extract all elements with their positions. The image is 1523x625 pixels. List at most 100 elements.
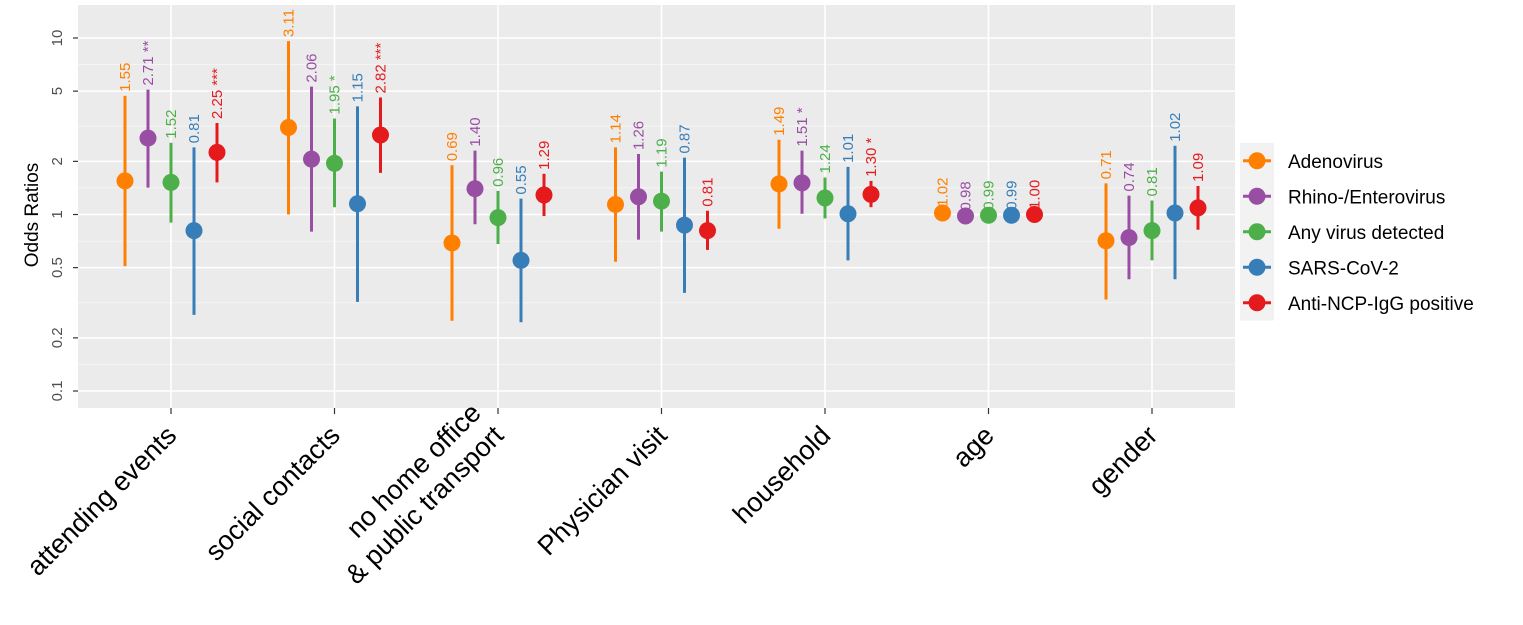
legend-key-point xyxy=(1248,223,1266,241)
y-tick-label: 0.5 xyxy=(49,257,66,278)
odds-ratio-point xyxy=(512,251,530,269)
value-label: 1.52 xyxy=(163,110,180,139)
value-label: 1.51 * xyxy=(794,107,811,146)
odds-ratio-point xyxy=(372,126,389,144)
odds-ratio-point xyxy=(699,222,716,240)
value-label: 1.95 * xyxy=(327,75,344,114)
legend-key-point xyxy=(1248,294,1266,312)
odds-ratio-point xyxy=(1026,206,1043,223)
value-label: 1.02 xyxy=(935,178,952,207)
y-tick-label: 5 xyxy=(49,87,66,95)
legend-key-point xyxy=(1248,187,1266,205)
value-label: 0.96 xyxy=(490,158,507,187)
odds-ratio-point xyxy=(162,173,180,191)
odds-ratio-point xyxy=(653,192,670,210)
x-tick-label: age xyxy=(947,420,1000,473)
odds-ratio-point xyxy=(607,195,624,213)
odds-ratio-point xyxy=(535,186,553,204)
value-label: 1.15 xyxy=(350,73,367,102)
value-label: 1.00 xyxy=(1027,180,1044,209)
value-label: 1.29 xyxy=(536,141,553,170)
x-tick-label-line: gender xyxy=(1083,420,1164,501)
odds-ratio-point xyxy=(793,174,811,192)
x-tick-label: no home office& public transport xyxy=(317,397,510,590)
y-tick-label: 10 xyxy=(49,30,66,47)
odds-ratio-point xyxy=(1189,199,1207,217)
legend-label: SARS-CoV-2 xyxy=(1288,258,1399,279)
legend-label: Any virus detected xyxy=(1288,223,1444,244)
x-tick-label: attending events xyxy=(21,420,182,581)
odds-ratio-point xyxy=(116,172,134,190)
odds-ratio-point xyxy=(862,185,880,203)
odds-ratio-point xyxy=(1097,232,1115,250)
value-label: 1.14 xyxy=(608,114,625,143)
value-label: 0.99 xyxy=(1004,181,1021,210)
odds-ratio-point xyxy=(443,234,461,252)
odds-ratio-point xyxy=(1120,229,1138,247)
x-tick-label: social contacts xyxy=(199,420,345,566)
value-label: 0.98 xyxy=(958,181,975,210)
value-label: 0.99 xyxy=(981,181,998,210)
odds-ratio-point xyxy=(839,205,857,223)
x-tick-label: household xyxy=(727,420,836,529)
value-label: 0.74 xyxy=(1121,162,1138,191)
odds-ratio-point xyxy=(1166,204,1184,222)
odds-ratio-point xyxy=(208,143,226,161)
value-label: 1.55 xyxy=(117,63,134,92)
value-label: 3.11 xyxy=(281,9,298,37)
legend-key-point xyxy=(1248,152,1266,170)
value-label: 1.01 xyxy=(840,134,857,163)
y-axis-label: Odds Ratios xyxy=(22,163,43,268)
odds-ratio-point xyxy=(934,204,951,222)
odds-ratio-point xyxy=(280,119,297,137)
odds-ratio-point xyxy=(349,195,366,213)
value-label: 2.06 xyxy=(304,53,321,82)
value-label: 1.26 xyxy=(631,121,648,150)
odds-ratio-point xyxy=(303,150,320,168)
value-label: 0.81 xyxy=(186,114,203,143)
value-label: 1.49 xyxy=(771,107,788,136)
value-label: 2.82 *** xyxy=(373,42,390,93)
y-tick-label: 0.2 xyxy=(49,327,66,348)
x-tick-label-line: attending events xyxy=(21,420,182,581)
odds-ratio-point xyxy=(980,206,997,224)
odds-ratio-point xyxy=(326,154,343,172)
odds-ratio-point xyxy=(770,175,788,193)
value-label: 1.30 * xyxy=(863,138,880,177)
value-label: 0.87 xyxy=(677,124,694,153)
value-label: 2.25 *** xyxy=(209,68,226,119)
value-label: 2.71 ** xyxy=(140,40,157,85)
odds-ratio-point xyxy=(466,180,484,198)
x-tick-label-line: social contacts xyxy=(199,420,345,566)
value-label: 1.19 xyxy=(654,138,671,167)
value-label: 1.24 xyxy=(817,144,834,173)
legend-label: Anti-NCP-IgG positive xyxy=(1288,294,1474,315)
legend: Adenovirus Rhino-/Enterovirus Any virus de… xyxy=(1240,143,1474,321)
y-tick-label: 2 xyxy=(49,157,66,165)
value-label: 1.02 xyxy=(1167,113,1184,142)
odds-ratio-point xyxy=(816,189,834,207)
x-tick-label-line: age xyxy=(947,420,1000,473)
odds-ratio-point xyxy=(139,129,157,147)
odds-ratio-point xyxy=(1003,206,1020,224)
value-label: 0.69 xyxy=(444,132,461,161)
x-tick-label: Physician visit xyxy=(532,420,673,561)
x-tick-label-line: household xyxy=(727,420,836,529)
odds-ratio-point xyxy=(957,207,974,225)
x-tick-label-line: Physician visit xyxy=(532,420,673,561)
y-tick-label: 0.1 xyxy=(49,381,66,402)
odds-ratio-point xyxy=(185,222,203,240)
legend-label: Rhino-/Enterovirus xyxy=(1288,187,1445,208)
y-tick-label: 1 xyxy=(49,210,66,218)
legend-key-point xyxy=(1248,258,1266,276)
legend-label: Adenovirus xyxy=(1288,152,1383,173)
odds-ratio-point xyxy=(489,209,507,227)
value-label: 0.55 xyxy=(513,165,530,194)
x-tick-label: gender xyxy=(1083,420,1164,501)
value-label: 0.71 xyxy=(1098,150,1115,179)
y-axis: 0.1 0.2 0.5 1 2 5 10 xyxy=(49,30,78,402)
value-label: 1.40 xyxy=(467,117,484,146)
value-label: 1.09 xyxy=(1190,153,1207,182)
